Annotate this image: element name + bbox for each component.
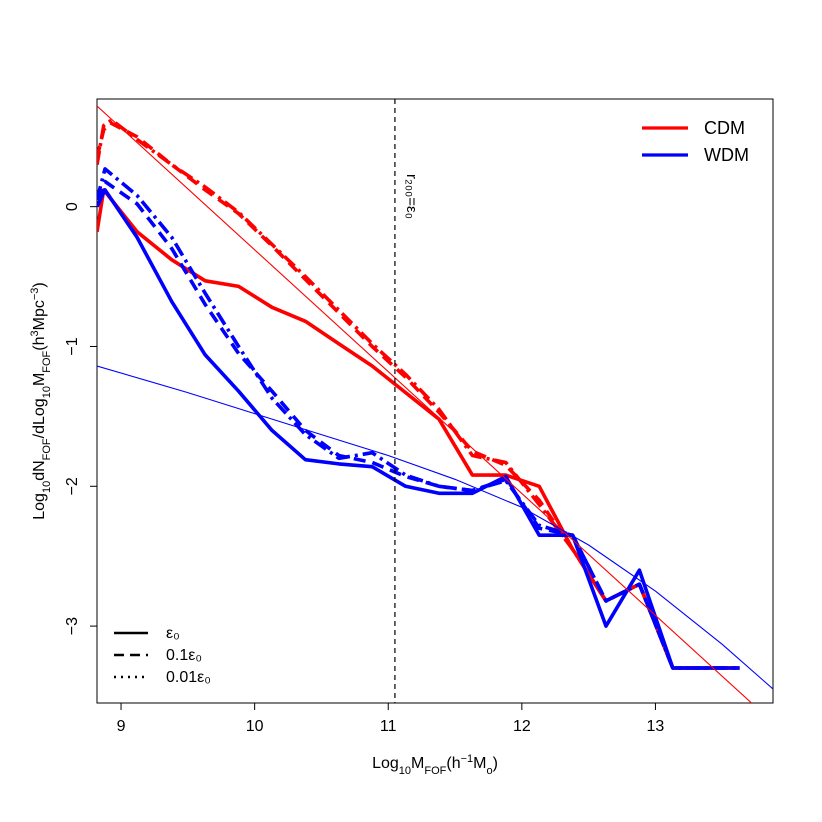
y-tick-label: 0: [64, 202, 81, 211]
y-tick-label: −2: [64, 477, 81, 495]
y-axis-label: Log10dNFOF/dLog10MFOF(h3Mpc−3): [29, 282, 53, 520]
x-tick-label: 12: [513, 718, 531, 735]
x-tick-label: 11: [380, 718, 397, 735]
y-tick-label: −1: [64, 337, 81, 355]
legend-wdm-label: WDM: [704, 145, 749, 165]
r200-annotation: r₂₀₀=ε₀: [403, 174, 420, 219]
y-tick-label: −3: [64, 617, 81, 635]
series-cdm-solid-thin-line: [97, 105, 753, 703]
legend-softening: ε₀ 0.1ε₀ 0.01ε₀: [114, 625, 211, 686]
legend-solid-label: ε₀: [166, 625, 180, 642]
legend-models: CDM WDM: [642, 118, 749, 165]
series-layer: [97, 105, 773, 703]
series-wdm-solid-thin-line: [97, 365, 773, 690]
legend-cdm-label: CDM: [704, 118, 745, 138]
legend-dashed-label: 0.1ε₀: [166, 647, 202, 664]
x-tick-label: 10: [246, 718, 264, 735]
x-axis-label: Log10MFOF(h−1Mo): [372, 753, 498, 777]
axes-layer: 9 10 11 12 13 0 −1 −2 −3: [64, 202, 664, 735]
legend-dotted-label: 0.01ε₀: [166, 669, 211, 686]
series-wdm-dashed-thick-line: [97, 179, 740, 670]
plot-frame: [96, 98, 774, 704]
x-tick-label: 13: [647, 718, 665, 735]
series-wdm-dashdot-thick-line: [97, 167, 740, 670]
x-tick-label: 9: [117, 718, 126, 735]
series-cdm-dashed-thick-line: [97, 121, 740, 670]
